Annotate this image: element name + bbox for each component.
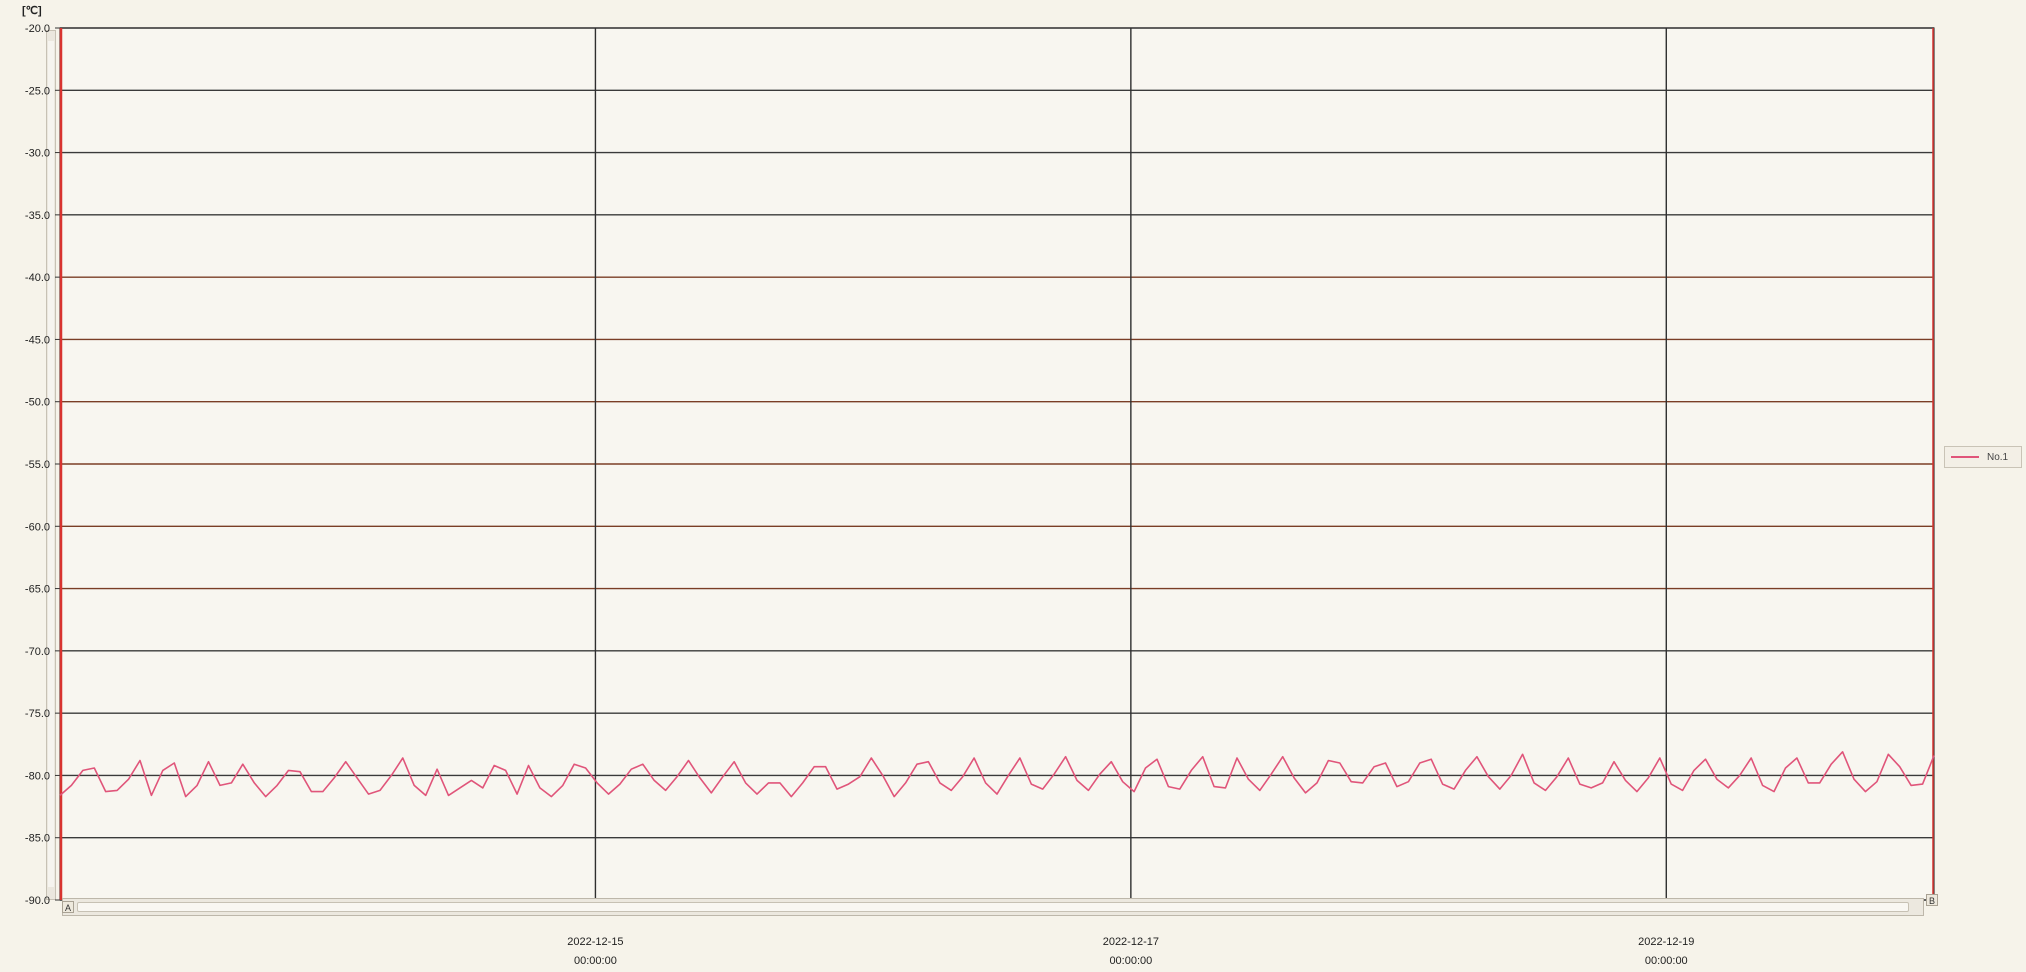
legend: No.1 [1944,446,2022,468]
y-tick-label: -20.0 [25,23,50,35]
x-tick-date-label: 2022-12-17 [1103,936,1159,948]
horizontal-scrollbar[interactable] [62,898,1924,916]
y-tick-label: -50.0 [25,397,50,409]
y-tick-label: -30.0 [25,148,50,160]
y-tick-label: -90.0 [25,895,50,907]
x-tick-date-label: 2022-12-15 [567,936,623,948]
y-tick-label: -70.0 [25,646,50,658]
y-tick-label: -45.0 [25,334,50,346]
y-tick-label: -25.0 [25,85,50,97]
y-tick-label: -65.0 [25,584,50,596]
x-tick-date-label: 2022-12-19 [1638,936,1694,948]
x-tick-time-label: 00:00:00 [1109,955,1152,967]
y-tick-label: -40.0 [25,272,50,284]
y-axis-unit-label: [℃] [22,5,42,17]
vertical-scroll-thumb[interactable] [48,41,54,887]
cursor-marker-b[interactable]: B [1926,894,1938,906]
legend-label-no1: No.1 [1987,451,2009,463]
y-tick-label: -75.0 [25,708,50,720]
y-tick-label: -60.0 [25,521,50,533]
vertical-scrollbar[interactable] [46,30,56,900]
y-tick-label: -80.0 [25,770,50,782]
y-tick-label: -85.0 [25,833,50,845]
y-tick-label: -35.0 [25,210,50,222]
series-line-no1 [59,750,1935,798]
y-tick-label: -55.0 [25,459,50,471]
legend-swatch-no1 [1951,456,1979,458]
horizontal-scroll-thumb[interactable] [77,902,1909,912]
cursor-marker-a[interactable]: A [62,901,74,913]
x-tick-time-label: 00:00:00 [574,955,617,967]
x-tick-time-label: 00:00:00 [1645,955,1688,967]
